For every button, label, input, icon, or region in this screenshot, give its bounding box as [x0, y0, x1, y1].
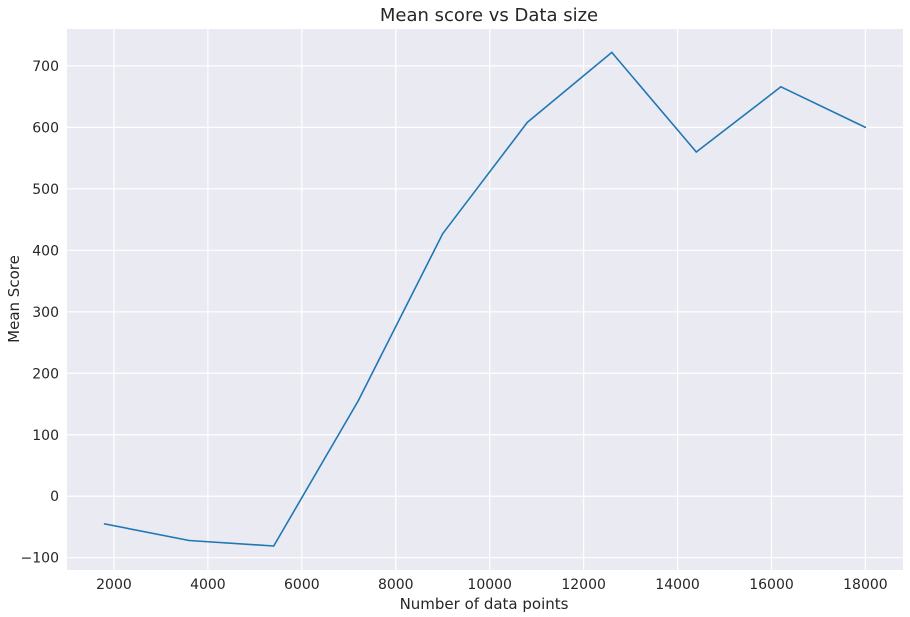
data-point	[780, 85, 782, 88]
data-point	[611, 51, 613, 54]
y-axis-label: Mean Score	[5, 255, 23, 343]
y-tick-labels: −100 0 100 200 300 400 500 600 700	[21, 59, 59, 567]
x-axis-label: Number of data points	[400, 595, 569, 613]
x-tick-label: 16000	[749, 577, 794, 593]
y-tick-label: −100	[21, 551, 59, 567]
y-grid	[67, 65, 903, 559]
data-point	[272, 545, 275, 547]
y-tick-label: 0	[50, 489, 59, 505]
x-tick-label: 18000	[843, 577, 888, 593]
series-line	[104, 51, 866, 547]
y-tick-label: 200	[32, 366, 59, 382]
plot-area	[67, 29, 903, 570]
y-tick-label: 500	[32, 182, 59, 198]
series-layer	[103, 51, 867, 547]
y-tick-label: 600	[32, 120, 59, 136]
data-point	[103, 523, 106, 525]
x-tick-label: 4000	[190, 577, 226, 593]
y-tick-label: 100	[32, 428, 59, 444]
data-point	[695, 151, 698, 153]
data-point	[441, 232, 444, 235]
data-point	[188, 539, 190, 542]
data-point	[357, 400, 359, 402]
y-tick-label: 300	[32, 305, 59, 321]
x-tick-label: 6000	[284, 577, 320, 593]
x-grid	[113, 29, 867, 570]
data-point	[526, 121, 529, 124]
x-tick-label: 14000	[655, 577, 700, 593]
x-tick-label: 2000	[96, 577, 132, 593]
x-tick-label: 10000	[467, 577, 512, 593]
y-tick-label: 400	[32, 243, 59, 259]
x-tick-label: 8000	[378, 577, 414, 593]
x-tick-labels: 2000 4000 6000 8000 10000 12000 14000 16000 1800…	[96, 577, 888, 593]
data-point	[864, 126, 867, 129]
y-tick-label: 700	[32, 59, 59, 75]
x-tick-label: 12000	[561, 577, 606, 593]
chart-title: Mean score vs Data size	[380, 5, 598, 26]
